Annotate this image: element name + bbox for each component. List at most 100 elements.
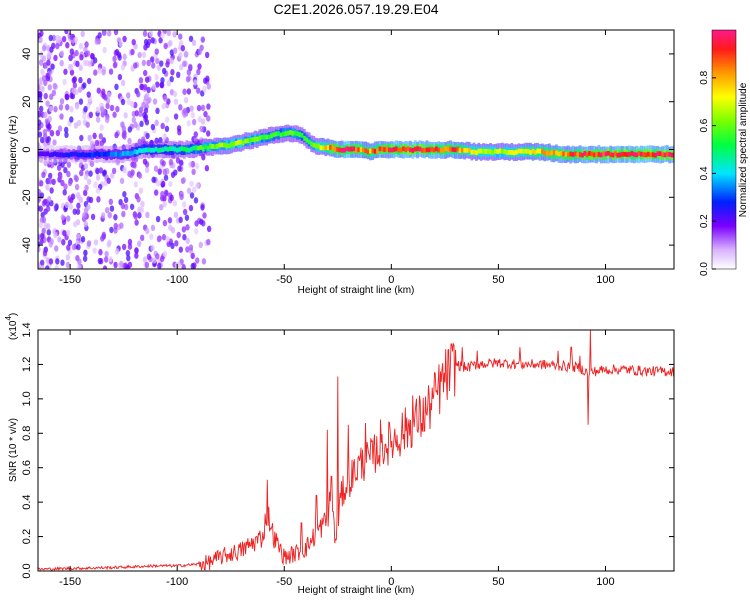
- noise-speckle: [149, 233, 154, 240]
- ridge-cell: [154, 146, 158, 152]
- noise-speckle: [67, 179, 73, 187]
- noise-speckle: [161, 160, 166, 167]
- noise-speckle: [154, 73, 159, 81]
- noise-speckle: [75, 191, 81, 199]
- noise-speckle: [129, 203, 135, 210]
- noise-speckle: [153, 165, 159, 172]
- noise-speckle: [190, 161, 196, 168]
- ridge-cell: [465, 148, 469, 153]
- noise-speckle: [82, 189, 88, 197]
- ridge-cell: [180, 146, 184, 151]
- snr-y-tick-label: 0.6: [21, 460, 33, 475]
- spectrogram-y-label: Frequency (Hz): [8, 116, 19, 185]
- noise-speckle: [105, 116, 110, 124]
- noise-speckle: [204, 51, 210, 59]
- noise-speckle: [69, 33, 75, 41]
- noise-speckle: [95, 174, 101, 181]
- noise-speckle: [78, 43, 84, 50]
- ridge-cell: [237, 139, 240, 145]
- ridge-cell: [628, 151, 631, 157]
- noise-speckle: [144, 166, 150, 174]
- ridge-cell: [477, 148, 481, 154]
- ridge-cell: [81, 152, 85, 157]
- ridge-cell: [616, 152, 620, 158]
- noise-speckle: [66, 215, 71, 222]
- spectrogram-x-label: Height of straight line (km): [298, 285, 415, 296]
- noise-speckle: [88, 170, 93, 177]
- noise-speckle: [170, 69, 175, 76]
- noise-speckle: [119, 222, 124, 229]
- ridge-cell: [279, 132, 283, 138]
- noise-speckle: [63, 126, 69, 134]
- noise-speckle: [172, 200, 178, 207]
- noise-speckle: [92, 132, 97, 140]
- ridge-cell: [493, 148, 497, 154]
- ridge-cell: [378, 146, 382, 152]
- noise-speckle: [206, 238, 211, 246]
- noise-speckle: [109, 172, 115, 179]
- ridge-cell: [538, 148, 542, 154]
- ridge-cell: [668, 152, 671, 157]
- ridge-cell: [505, 150, 509, 155]
- ridge-cell: [404, 147, 408, 153]
- noise-speckle: [181, 226, 187, 233]
- noise-speckle: [53, 231, 58, 239]
- spectrogram-x-tick-label: 0: [388, 274, 394, 286]
- noise-speckle: [38, 246, 41, 253]
- noise-speckle: [97, 67, 102, 74]
- noise-speckle: [193, 197, 199, 204]
- ridge-cell: [656, 151, 660, 157]
- noise-speckle: [196, 104, 202, 112]
- ridge-cell: [48, 152, 52, 158]
- ridge-cell: [385, 146, 389, 152]
- noise-speckle: [178, 216, 183, 224]
- noise-speckle: [122, 191, 127, 198]
- ridge-cell: [187, 147, 191, 153]
- noise-speckle: [196, 68, 201, 76]
- noise-speckle: [183, 50, 189, 58]
- noise-speckle: [87, 60, 93, 67]
- ridge-cell: [67, 152, 71, 158]
- ridge-cell: [432, 147, 436, 153]
- noise-speckle: [51, 34, 57, 42]
- ridge-cell: [642, 152, 645, 157]
- noise-speckle: [109, 226, 114, 234]
- noise-speckle: [163, 42, 168, 50]
- noise-speckle: [90, 52, 95, 60]
- noise-speckle: [52, 139, 57, 146]
- noise-speckle: [137, 172, 143, 179]
- noise-speckle: [63, 68, 68, 75]
- noise-speckle: [168, 180, 173, 188]
- noise-speckle: [127, 238, 133, 246]
- noise-speckle: [82, 82, 87, 89]
- noise-speckle: [83, 220, 88, 228]
- noise-speckle: [160, 32, 165, 39]
- noise-speckle: [111, 167, 117, 175]
- ridge-cell: [548, 151, 551, 157]
- noise-speckle: [40, 68, 45, 76]
- ridge-cell: [183, 146, 186, 152]
- noise-speckle: [99, 139, 105, 147]
- ridge-cell: [534, 149, 537, 155]
- ridge-cell: [409, 147, 412, 153]
- noise-speckle: [172, 47, 178, 54]
- ridge-cell: [562, 151, 565, 157]
- noise-speckle: [96, 196, 101, 203]
- spectrogram-x-tick-label: -150: [59, 274, 81, 286]
- noise-speckle: [78, 98, 84, 105]
- ridge-cell: [147, 147, 151, 153]
- ridge-cell: [501, 148, 504, 154]
- noise-speckle: [47, 178, 53, 185]
- ridge-cell: [439, 147, 443, 153]
- ridge-cell: [197, 145, 200, 151]
- ridge-cell: [281, 131, 285, 137]
- ridge-cell: [428, 147, 431, 153]
- ridge-cell: [107, 150, 111, 156]
- noise-speckle: [100, 235, 105, 242]
- ridge-cell: [324, 145, 327, 151]
- ridge-cell: [300, 132, 304, 138]
- snr-scale-exponent: 4: [4, 316, 13, 321]
- noise-speckle: [189, 192, 195, 199]
- noise-speckle: [198, 241, 203, 249]
- noise-speckle: [144, 119, 150, 126]
